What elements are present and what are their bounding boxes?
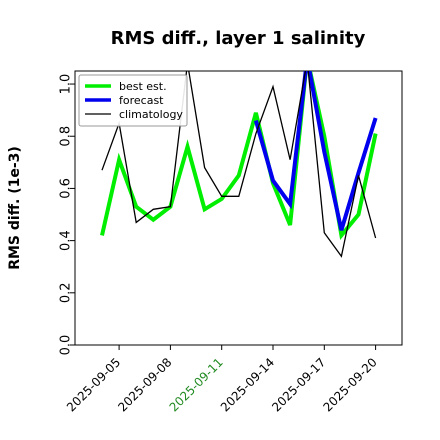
series-line-climatology <box>101 71 377 258</box>
y-tick-label: 0.0 <box>59 335 74 356</box>
y-tick-label: 0.2 <box>59 282 74 303</box>
x-tick-label: 2025-09-17 <box>269 355 328 414</box>
x-tick-label: 2025-09-05 <box>64 355 123 414</box>
plot-frame <box>74 70 403 346</box>
y-tick-label: 1.0 <box>59 74 74 95</box>
legend-label: best est. <box>119 80 167 93</box>
legend-label: forecast <box>119 94 164 107</box>
x-tick-label: 2025-09-14 <box>218 355 277 414</box>
series-lines <box>100 71 378 258</box>
chart-title: RMS diff., layer 1 salinity <box>111 28 366 49</box>
x-tick-label: 2025-09-08 <box>115 355 174 414</box>
y-axis-label: RMS diff. (1e-3) <box>7 146 23 270</box>
x-axis: 2025-09-052025-09-082025-09-112025-09-14… <box>64 345 380 414</box>
plot-area <box>74 70 403 346</box>
y-tick-label: 0.8 <box>59 126 74 147</box>
series-line-forecast <box>253 71 378 231</box>
x-tick-label: 2025-09-11 <box>167 355 226 414</box>
y-tick-label: 0.6 <box>59 178 74 199</box>
y-tick-label: 0.4 <box>59 230 74 251</box>
x-tick-label: 2025-09-20 <box>321 355 380 414</box>
legend-label: climatology <box>119 108 183 121</box>
y-axis: 0.0 0.2 0.4 0.6 0.8 1.0 <box>59 74 75 356</box>
